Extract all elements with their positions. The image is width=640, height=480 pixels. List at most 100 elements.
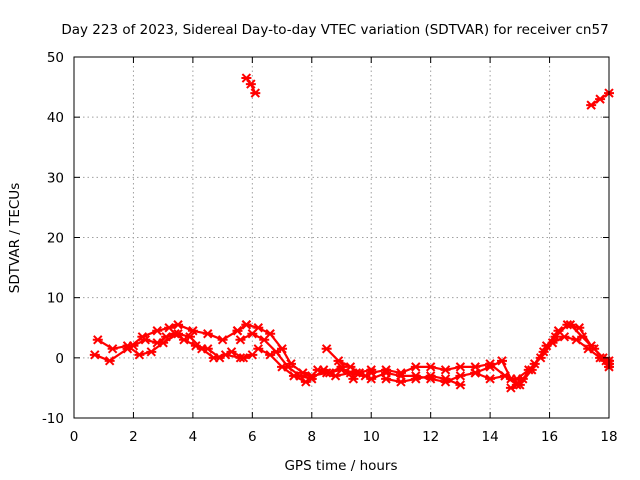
y-tick-label: 40 — [47, 110, 64, 126]
x-tick-label: 8 — [307, 429, 316, 445]
data-point — [410, 374, 421, 384]
data-series-group — [89, 73, 614, 393]
data-series-track-f — [253, 344, 359, 387]
data-series-track-o — [586, 88, 614, 110]
data-point — [395, 377, 406, 387]
y-tick-labels: -10 0 10 20 30 40 50 — [42, 50, 64, 427]
data-point — [440, 365, 451, 375]
data-point — [178, 335, 189, 345]
data-point — [321, 344, 332, 354]
x-tick-label: 18 — [600, 429, 617, 445]
data-point — [345, 362, 356, 372]
x-axis-label: GPS time / hours — [284, 458, 397, 474]
x-tick-label: 14 — [482, 429, 499, 445]
data-point — [247, 329, 258, 339]
data-point — [241, 73, 252, 83]
data-point — [259, 335, 270, 345]
data-point — [288, 371, 299, 381]
data-series-track-j — [381, 371, 466, 390]
data-point — [333, 356, 344, 366]
y-tick-label: 50 — [47, 50, 64, 66]
chart-title: Day 223 of 2023, Sidereal Day-to-day VTE… — [61, 22, 608, 38]
data-point — [152, 338, 163, 348]
data-point — [187, 326, 198, 336]
data-point — [190, 341, 201, 351]
data-point — [455, 362, 466, 372]
data-point — [547, 338, 558, 348]
x-tick-label: 16 — [541, 429, 558, 445]
data-point — [241, 320, 252, 330]
data-point — [571, 335, 582, 345]
data-point — [324, 368, 335, 378]
data-point — [140, 335, 151, 345]
x-tick-labels: 0 2 4 6 8 10 12 14 16 18 — [70, 429, 618, 445]
y-axis-label: SDTVAR / TECUs — [7, 183, 23, 293]
data-point — [104, 356, 115, 366]
grid-lines — [74, 57, 609, 418]
data-point — [173, 320, 184, 330]
data-point — [354, 368, 365, 378]
data-point — [265, 350, 276, 360]
data-point — [217, 335, 228, 345]
data-point — [250, 88, 261, 98]
data-point — [92, 335, 103, 345]
data-point — [89, 350, 100, 360]
data-point — [214, 353, 225, 363]
y-tick-label: -10 — [42, 411, 64, 427]
data-series-track-c — [128, 329, 258, 363]
data-series-track-h — [366, 359, 510, 381]
data-point — [425, 371, 436, 381]
x-tick-label: 6 — [248, 429, 257, 445]
y-tick-label: 30 — [47, 170, 64, 186]
data-point — [455, 380, 466, 390]
x-tick-label: 10 — [363, 429, 380, 445]
data-point — [586, 100, 597, 110]
data-point — [146, 347, 157, 357]
y-tick-label: 0 — [55, 351, 64, 367]
x-tick-label: 0 — [70, 429, 79, 445]
x-tick-label: 4 — [189, 429, 198, 445]
series-line — [509, 323, 611, 389]
data-point — [366, 374, 377, 384]
data-point — [440, 374, 451, 384]
data-series-track-g — [321, 344, 365, 378]
data-point — [535, 353, 546, 363]
data-point — [559, 332, 570, 342]
data-point — [202, 329, 213, 339]
series-line — [370, 362, 507, 377]
data-point — [277, 362, 288, 372]
data-point — [238, 353, 249, 363]
data-point — [470, 368, 481, 378]
data-point — [312, 365, 323, 375]
data-series-track-n — [241, 73, 261, 98]
data-point — [497, 356, 507, 366]
data-point — [253, 344, 264, 354]
x-tick-label: 2 — [129, 429, 138, 445]
data-point — [161, 332, 172, 342]
data-point — [202, 344, 213, 354]
data-point — [565, 320, 576, 330]
data-point — [128, 341, 139, 351]
data-point — [152, 326, 163, 336]
data-point — [523, 365, 534, 375]
y-tick-label: 20 — [47, 231, 64, 247]
y-tick-label: 10 — [47, 291, 64, 307]
data-point — [583, 344, 594, 354]
data-point — [300, 377, 311, 387]
data-point — [107, 344, 118, 354]
data-point — [226, 347, 237, 357]
data-point — [595, 94, 606, 104]
series-line — [385, 374, 462, 386]
data-point — [485, 362, 496, 372]
data-point — [134, 350, 145, 360]
data-point — [410, 362, 421, 372]
data-point — [170, 329, 181, 339]
data-point — [232, 326, 243, 336]
data-point — [511, 374, 522, 384]
data-point — [245, 79, 256, 89]
x-tick-label: 12 — [422, 429, 439, 445]
axis-ticks — [73, 56, 610, 419]
data-point — [235, 335, 246, 345]
data-point — [505, 383, 516, 393]
